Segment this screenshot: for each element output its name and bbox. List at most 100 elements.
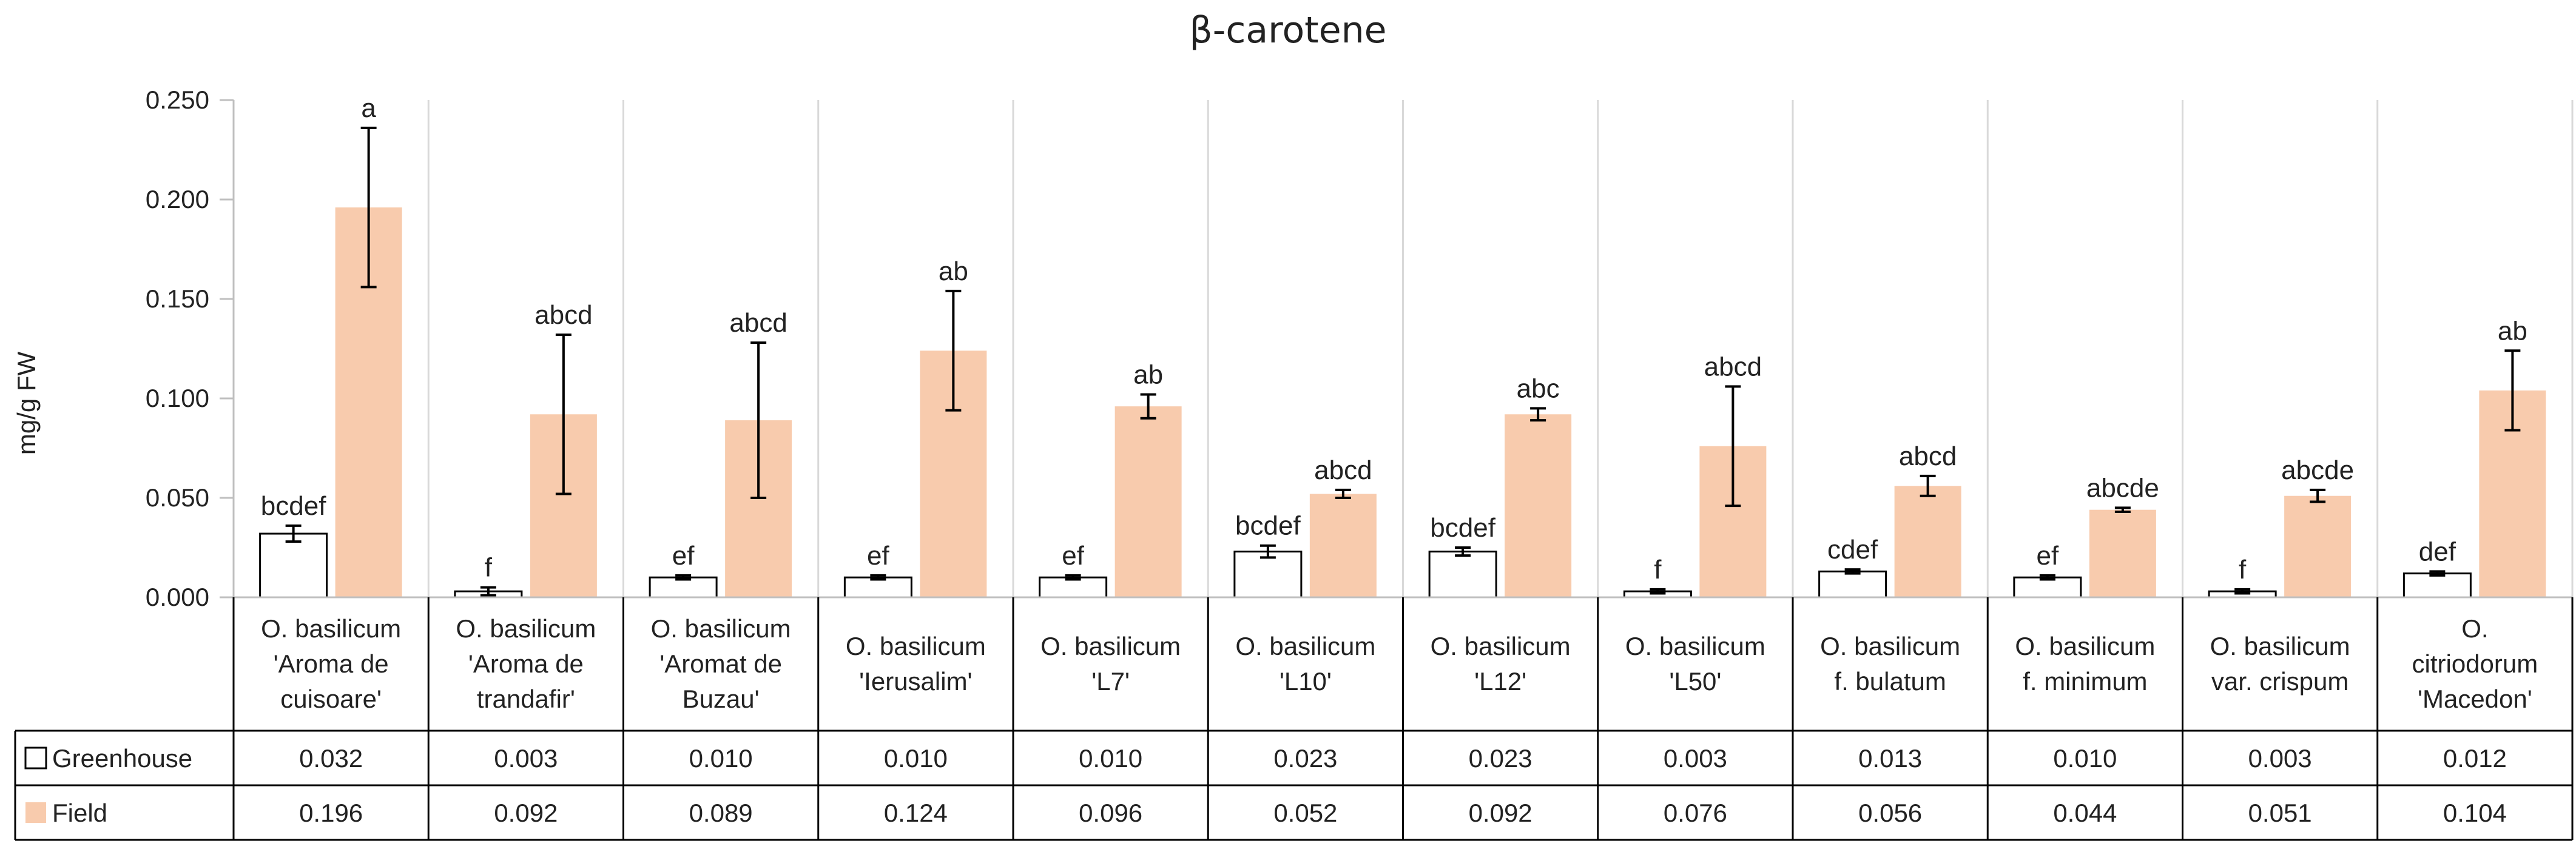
category-label: 'Ierusalim' [859, 667, 972, 696]
category-label: 'Macedon' [2418, 685, 2532, 713]
category-label: O. basilicum [1235, 632, 1375, 660]
significance-letter: f [2239, 555, 2247, 585]
significance-letter: abcde [2086, 473, 2159, 503]
category-label: 'Aromat de [659, 649, 782, 678]
table-value: 0.023 [1469, 744, 1532, 773]
bar-greenhouse [649, 576, 718, 599]
significance-letter: abcd [534, 300, 592, 330]
significance-letter: ab [2498, 316, 2527, 346]
significance-letter: abcd [729, 308, 787, 338]
category-label: O. basilicum [2015, 632, 2155, 660]
significance-letter: ef [2037, 541, 2059, 571]
significance-letter: ab [1133, 360, 1163, 389]
table-value: 0.003 [2248, 744, 2312, 773]
table-value: 0.013 [1858, 744, 1922, 773]
significance-letter: def [2419, 537, 2456, 566]
bar-field [1894, 486, 1961, 597]
legend-label-field: Field [52, 799, 107, 827]
significance-letter: abcde [2281, 455, 2354, 485]
significance-letter: f [485, 553, 493, 583]
table-value: 0.003 [1664, 744, 1727, 773]
y-tick-label: 0.050 [146, 483, 209, 512]
bar-field [1505, 414, 1572, 597]
table-value: 0.010 [2053, 744, 2117, 773]
category-label: cuisoare' [280, 685, 382, 713]
bar-greenhouse [1428, 551, 1497, 599]
category-label: O. basilicum [651, 614, 791, 643]
chart-title: β-carotene [1189, 9, 1386, 52]
table-value: 0.096 [1079, 799, 1142, 827]
significance-letter: bcdef [261, 491, 326, 521]
table-value: 0.044 [2053, 799, 2117, 827]
table-value: 0.003 [494, 744, 558, 773]
category-label: O. basilicum [456, 614, 596, 643]
bar-greenhouse [259, 532, 328, 599]
category-label: Buzau' [683, 685, 760, 713]
category-label: trandafir' [477, 685, 575, 713]
significance-letter: a [361, 93, 376, 123]
bar-field [1114, 406, 1182, 597]
category-labels: O. basilicum 'Aroma de cuisoare' O. basilic… [261, 614, 2538, 713]
category-label: 'L7' [1091, 667, 1130, 696]
category-label: O. basilicum [846, 632, 986, 660]
table-value: 0.010 [884, 744, 948, 773]
bar-greenhouse [1233, 551, 1303, 599]
y-tick-label: 0.100 [146, 384, 209, 412]
significance-letter: bcdef [1235, 511, 1301, 541]
y-tick-label: 0.000 [146, 583, 209, 611]
significance-letter: abcd [1314, 455, 1372, 485]
category-label: var. crispum [2211, 667, 2348, 696]
table-value: 0.124 [884, 799, 948, 827]
table-value: 0.010 [689, 744, 753, 773]
table-value: 0.092 [494, 799, 558, 827]
table-value: 0.023 [1273, 744, 1337, 773]
legend-label-greenhouse: Greenhouse [52, 744, 192, 773]
category-label: O. basilicum [1820, 632, 1960, 660]
bar-field [2089, 509, 2156, 597]
table-value: 0.051 [2248, 799, 2312, 827]
significance-letter: ef [867, 541, 889, 571]
significance-letter: ef [1062, 541, 1084, 571]
bar-greenhouse [1818, 570, 1887, 599]
category-label: 'Aroma de [274, 649, 389, 678]
significance-letter: abc [1517, 374, 1560, 403]
table-value: 0.010 [1079, 744, 1142, 773]
significance-letter: f [1654, 555, 1662, 585]
table-value: 0.104 [2443, 799, 2507, 827]
legend-key-field [25, 802, 46, 823]
category-label: O. basilicum [1040, 632, 1181, 660]
category-label: f. bulatum [1834, 667, 1946, 696]
table-value: 0.076 [1664, 799, 1727, 827]
legend-key-greenhouse [24, 746, 47, 770]
significance-letter: ef [672, 541, 695, 571]
table-value: 0.012 [2443, 744, 2507, 773]
category-label: citriodorum [2412, 649, 2538, 678]
table-value: 0.056 [1858, 799, 1922, 827]
table-value: 0.052 [1273, 799, 1337, 827]
significance-letter: ab [939, 257, 968, 286]
category-label: O. basilicum [1625, 632, 1765, 660]
bar-greenhouse [843, 576, 912, 599]
category-label: O. [2461, 614, 2488, 643]
bars: bcdef f ef ef ef bcdef bcdef f cdef ef f def a abcd ab… [234, 93, 2572, 599]
bar-field [1309, 494, 1377, 597]
category-label: 'L10' [1280, 667, 1332, 696]
data-table: Greenhouse 0.032 0.003 0.010 0.010 0.010 0.023… [14, 597, 2574, 841]
category-label: O. basilicum [2210, 632, 2350, 660]
category-label: 'Aroma de [468, 649, 584, 678]
table-value: 0.196 [299, 799, 363, 827]
category-label: O. basilicum [1431, 632, 1571, 660]
category-label: 'L50' [1669, 667, 1721, 696]
table-value: 0.032 [299, 744, 363, 773]
category-label: 'L12' [1474, 667, 1526, 696]
table-value: 0.089 [689, 799, 753, 827]
table-value: 0.092 [1469, 799, 1532, 827]
significance-letter: bcdef [1430, 513, 1495, 543]
y-axis-label: mg/g FW [12, 351, 41, 455]
y-tick-label: 0.150 [146, 284, 209, 313]
y-tick-label: 0.250 [146, 86, 209, 114]
bar-greenhouse [2402, 572, 2472, 599]
category-label: O. basilicum [261, 614, 401, 643]
significance-letter: cdef [1827, 535, 1878, 565]
